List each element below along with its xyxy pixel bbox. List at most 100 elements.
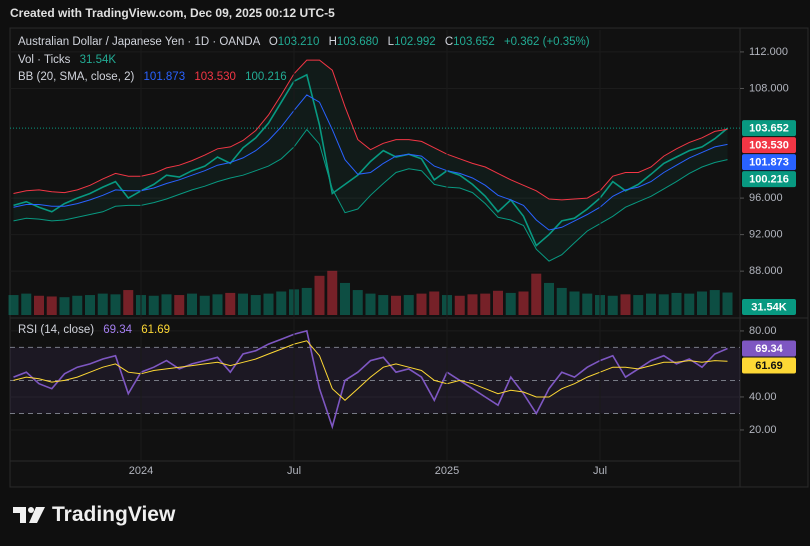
price-label-box <box>742 137 796 154</box>
series-line <box>13 128 728 262</box>
volume-bar <box>250 295 261 315</box>
volume-bar <box>391 295 401 315</box>
rsi-legend: RSI (14, close) 69.34 61.69 <box>18 324 170 336</box>
y-tick-label: 20.00 <box>749 424 777 436</box>
volume-bar <box>620 294 631 315</box>
volume-bar <box>110 294 121 315</box>
series-line <box>13 73 729 247</box>
volume-bar <box>480 293 491 315</box>
rsi-last: 69.34 <box>103 324 133 336</box>
volume-bar <box>21 293 32 315</box>
x-tick-label: Jul <box>287 465 301 477</box>
chart-frame <box>9 27 809 488</box>
volume-bar <box>403 295 414 315</box>
y-tick-label: 96.000 <box>749 192 783 204</box>
volume-bar <box>658 294 669 315</box>
volume-bar <box>505 292 516 315</box>
bb-legend: BB (20, SMA, close, 2) 101.873 103.530 1… <box>18 71 287 83</box>
volume-bar <box>531 273 542 315</box>
volume-bar <box>378 295 389 315</box>
ohlc-key: H <box>328 36 337 48</box>
volume-bar <box>633 295 644 315</box>
bb-upper-last: 103.530 <box>194 71 236 83</box>
y-tick-label: 108.000 <box>749 82 789 94</box>
price-label: 101.873 <box>749 157 789 169</box>
price-label: 103.530 <box>749 140 789 152</box>
volume-bar <box>263 293 274 315</box>
volume-bar <box>34 295 44 315</box>
volume-bar <box>314 275 325 315</box>
volume-bar <box>301 287 312 315</box>
price-label: 31.54K <box>751 301 787 313</box>
volume-bar <box>148 295 159 315</box>
volume-bar <box>671 292 682 315</box>
y-tick-label: 40.00 <box>749 391 777 403</box>
bb-lower-last: 100.216 <box>245 71 287 83</box>
volume-bar <box>8 295 19 315</box>
symbol-title: Australian Dollar / Japanese Yen · 1D · … <box>18 36 260 48</box>
volume-bar <box>646 293 656 315</box>
price-change: +0.362 (+0.35%) <box>503 36 590 48</box>
volume-bar <box>161 294 172 315</box>
volume-bar <box>556 287 567 315</box>
ohlc-key: L <box>387 36 395 48</box>
created-note: Created with TradingView.com, Dec 09, 20… <box>10 6 335 20</box>
price-label: 100.216 <box>749 174 789 186</box>
ohlc-value: 102.992 <box>394 36 436 48</box>
ohlc-value: 103.210 <box>277 36 320 48</box>
volume-title: Vol · Ticks <box>18 54 71 66</box>
series-line <box>13 340 728 401</box>
volume-bar <box>199 295 210 315</box>
price-label-box <box>742 120 796 137</box>
volume-bar <box>544 282 554 315</box>
volume-bar <box>225 292 236 315</box>
volume-bar <box>174 295 185 315</box>
volume-bar <box>493 290 503 315</box>
price-label-box <box>742 340 796 357</box>
volume-bar <box>416 293 427 315</box>
volume-bar <box>340 282 350 315</box>
x-tick-label: 2024 <box>129 465 153 477</box>
series-line <box>13 329 728 430</box>
price-label: 103.652 <box>749 123 789 135</box>
x-tick-label: 2025 <box>435 465 459 477</box>
ohlc-value: 103.652 <box>453 36 495 48</box>
price-label: 61.69 <box>755 360 783 372</box>
volume-bar <box>722 292 733 315</box>
volume-bar <box>697 291 707 315</box>
y-tick-label: 112.000 <box>749 46 788 58</box>
volume-bar <box>123 290 134 315</box>
y-tick-label: 80.00 <box>749 325 777 337</box>
volume-bar <box>454 295 465 315</box>
rsi-title: RSI (14, close) <box>18 324 95 336</box>
ohlc-key: O <box>268 36 278 48</box>
volume-bar <box>97 293 108 315</box>
price-label-box <box>742 171 796 188</box>
y-tick-label: 92.000 <box>749 229 783 241</box>
volume-legend: Vol · Ticks 31.54K <box>18 54 116 66</box>
bb-title: BB (20, SMA, close, 2) <box>18 71 135 83</box>
rsi-ma-last: 61.69 <box>141 324 171 336</box>
series-line <box>13 59 728 201</box>
y-tick-label: 88.000 <box>749 265 783 277</box>
series-line <box>13 94 728 231</box>
volume-bar <box>709 290 720 315</box>
volume-bar <box>429 291 440 315</box>
volume-bar <box>327 270 338 315</box>
volume-bar <box>59 297 70 315</box>
brand-logo <box>13 507 45 523</box>
volume-bar <box>276 291 287 315</box>
volume-bar <box>365 293 376 315</box>
volume-bar <box>187 293 197 315</box>
volume-bar <box>212 294 223 315</box>
price-label-box <box>742 357 796 374</box>
volume-bar <box>518 291 529 315</box>
volume-bar <box>85 295 95 315</box>
symbol-legend: Australian Dollar / Japanese Yen · 1D · … <box>18 36 590 48</box>
brand: TradingView <box>12 503 175 527</box>
price-label: 69.34 <box>755 343 783 355</box>
x-tick-label: Jul <box>593 465 607 477</box>
volume-last: 31.54K <box>79 54 117 66</box>
